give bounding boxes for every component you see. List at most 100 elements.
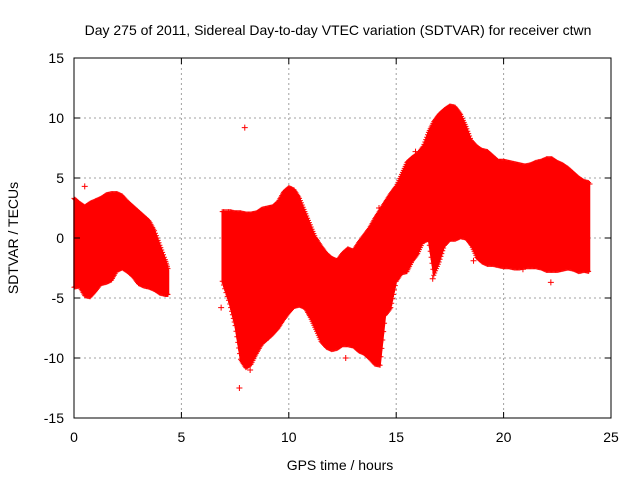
data-point-marker [433, 266, 439, 272]
data-point-marker [377, 362, 383, 368]
x-tick-label: 5 [178, 429, 186, 445]
y-tick-label: -10 [44, 350, 64, 366]
outlier-point [218, 304, 225, 311]
data-point-marker [420, 144, 426, 150]
ticks-layer [73, 57, 612, 419]
y-tick-label: 5 [56, 170, 64, 186]
data-point-marker [231, 319, 237, 325]
outlier-point [111, 263, 118, 270]
x-tick-label: 15 [388, 429, 404, 445]
data-point-marker [434, 263, 440, 269]
data-point-marker [298, 200, 304, 206]
data-point-marker [299, 202, 305, 208]
data-point-marker [586, 268, 592, 274]
data-point-marker [422, 139, 428, 145]
data-point-marker [159, 247, 165, 253]
data-point-marker [220, 282, 226, 288]
x-tick-label: 25 [603, 429, 619, 445]
data-point-marker [425, 236, 431, 242]
y-tick-label: 0 [56, 230, 64, 246]
data-point-marker [308, 224, 314, 230]
outlier-point [586, 181, 593, 187]
y-tick-label: -15 [44, 410, 64, 426]
edge-markers [219, 103, 592, 371]
data-point-marker [223, 290, 229, 296]
outlier-point [550, 158, 557, 165]
outlier-point [470, 257, 477, 264]
data-point-marker [427, 248, 433, 254]
data-point-marker [310, 228, 316, 234]
data-point-marker [423, 137, 429, 143]
data-point-marker [467, 133, 473, 139]
outlier-point [519, 266, 526, 273]
data-point-marker [311, 231, 317, 237]
data-point-marker [391, 287, 397, 293]
y-axis-label: SDTVAR / TECUs [5, 182, 21, 294]
data-point-marker [389, 300, 395, 306]
edge-markers [71, 191, 171, 300]
data-point-marker [379, 345, 385, 351]
data-point-marker [380, 337, 386, 343]
outlier-point [376, 205, 383, 211]
x-tick-label: 20 [496, 429, 512, 445]
data-point-marker [158, 245, 164, 251]
data-point-marker [152, 228, 158, 234]
data-point-marker [430, 266, 436, 272]
data-point-marker [157, 242, 163, 248]
data-point-marker [438, 253, 444, 259]
outlier-point [547, 279, 554, 286]
data-point-marker [431, 272, 437, 278]
data-point-marker [222, 286, 228, 292]
data-point-marker [165, 266, 171, 272]
data-point-marker [227, 301, 233, 307]
data-point-marker [161, 254, 167, 260]
data-point-marker [378, 354, 384, 360]
data-point-marker [230, 315, 236, 321]
data-point-marker [152, 230, 158, 236]
data-point-marker [302, 209, 308, 215]
data-point-marker [304, 213, 310, 219]
data-point-marker [305, 217, 311, 223]
data-point-marker [390, 296, 396, 302]
data-point-marker [382, 320, 388, 326]
data-point-marker [392, 283, 398, 289]
data-layer [71, 103, 593, 391]
outlier-point [236, 385, 243, 391]
data-point-marker [309, 226, 315, 232]
data-point-marker [441, 245, 447, 251]
x-tick-label: 10 [281, 429, 297, 445]
data-point-marker [225, 297, 231, 303]
data-point-marker [228, 305, 234, 311]
outlier-point [342, 355, 349, 361]
data-point-marker [381, 329, 387, 335]
outlier-point [247, 367, 254, 373]
data-point-marker [437, 256, 443, 262]
data-point-marker [464, 126, 470, 132]
outlier-point [241, 124, 248, 131]
data-point-marker [153, 233, 159, 239]
data-point-marker [391, 291, 397, 297]
data-point-marker [300, 204, 306, 210]
data-point-marker [425, 132, 431, 138]
data-point-marker [426, 242, 432, 248]
outlier-point [412, 148, 419, 155]
outlier-point [429, 275, 436, 282]
data-point-marker [428, 254, 434, 260]
data-point-marker [156, 240, 162, 246]
data-point-marker [421, 141, 427, 147]
data-point-marker [236, 345, 242, 351]
data-point-marker [306, 220, 312, 226]
data-point-marker [235, 339, 241, 345]
data-point-marker [237, 351, 243, 357]
data-point-marker [429, 260, 435, 266]
data-point-marker [224, 293, 230, 299]
data-point-marker [155, 237, 161, 243]
data-point-marker [424, 134, 430, 140]
data-point-marker [439, 251, 445, 257]
data-point-marker [305, 215, 311, 221]
data-point-marker [388, 305, 394, 311]
data-point-marker [165, 291, 171, 297]
data-point-marker [233, 328, 239, 334]
tick-label-layer: 0 5 10 15 20 25 -15 -10 -5 0 5 10 15 [44, 50, 619, 445]
x-tick-label: 0 [70, 429, 78, 445]
